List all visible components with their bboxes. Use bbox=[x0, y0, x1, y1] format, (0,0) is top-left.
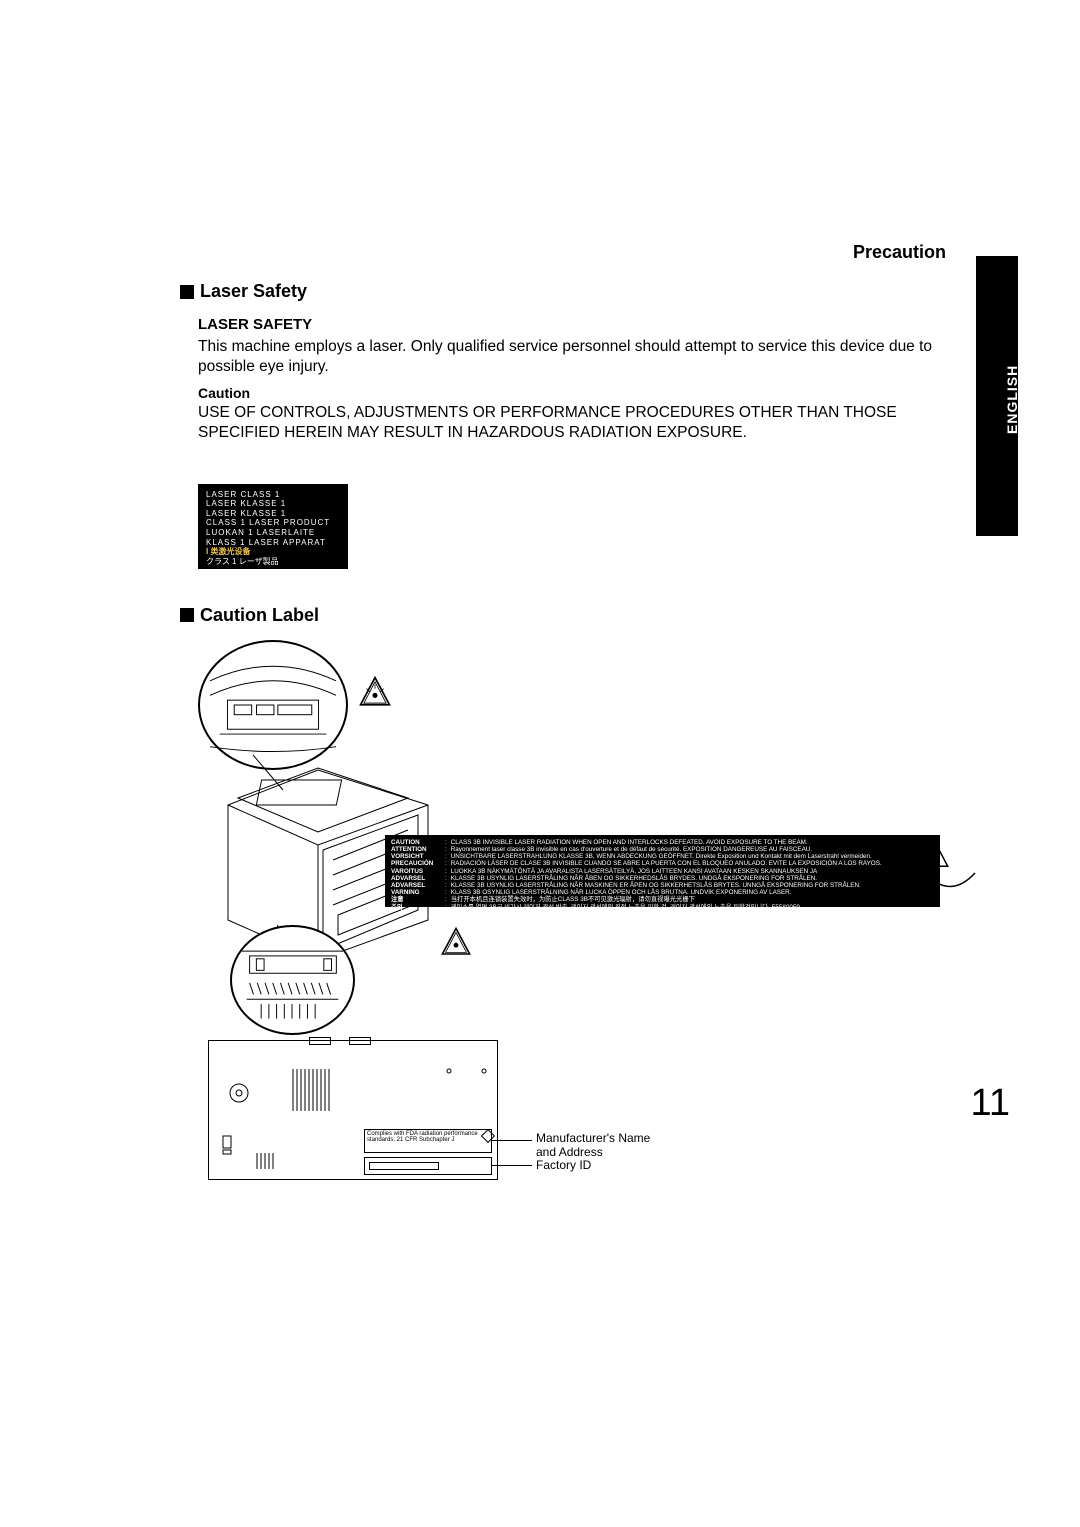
laser-safety-subheading: LASER SAFETY bbox=[198, 316, 950, 333]
laser-class-line-5: KLASS 1 LASER APPARAT bbox=[206, 538, 340, 548]
fda-compliance-label: Complies with FDA radiation performance … bbox=[364, 1129, 492, 1153]
strip-lang-1: ATTENTION bbox=[391, 846, 441, 853]
manufacturer-id-label bbox=[364, 1157, 492, 1175]
strip-text-1: Rayonnement laser classe 3B invisible en… bbox=[451, 846, 812, 853]
caution-label-heading: Caution Label bbox=[180, 605, 950, 626]
laser-class-line-1: LASER KLASSE 1 bbox=[206, 499, 340, 509]
annotation-factory-text: Factory ID bbox=[536, 1158, 591, 1172]
strip-lang-4: VAROITUS bbox=[391, 868, 441, 875]
laser-class-jp: クラス 1 レーザ製品 bbox=[206, 557, 340, 567]
laser-class-line-3: CLASS 1 LASER PRODUCT bbox=[206, 518, 340, 528]
annotation-mfg: Manufacturer's Nameand Address bbox=[536, 1131, 650, 1159]
caution-label-heading-text: Caution Label bbox=[200, 605, 319, 626]
warning-triangle-2-wrap bbox=[920, 840, 980, 895]
laser-class-cn: I 类激光设备 bbox=[206, 547, 340, 557]
strip-lang-5: ADVARSEL bbox=[391, 875, 441, 882]
caution-label-section: Caution Label bbox=[180, 605, 950, 1200]
laser-safety-heading: Laser Safety bbox=[180, 281, 950, 302]
strip-lang-9: 주의 bbox=[391, 904, 441, 911]
side-tab-label: ENGLISH bbox=[1004, 365, 1020, 434]
multilanguage-warning-strip: CAUTION:CLASS 3B INVISIBLE LASER RADIATI… bbox=[385, 835, 940, 907]
laser-safety-heading-text: Laser Safety bbox=[200, 281, 307, 302]
page-content: Precaution Laser Safety LASER SAFETY Thi… bbox=[180, 242, 950, 1200]
laser-class-label-box: LASER CLASS 1 LASER KLASSE 1 LASER KLASS… bbox=[198, 484, 348, 569]
warning-triangle-3 bbox=[440, 926, 480, 958]
strip-text-5: KLASSE 3B USYNLIG LASERSTRÅLING NÅR ÅBEN… bbox=[451, 875, 817, 882]
language-side-tab: ENGLISH bbox=[976, 256, 1018, 536]
laser-class-line-0: LASER CLASS 1 bbox=[206, 490, 340, 500]
laser-class-line-4: LUOKAN 1 LASERLAITE bbox=[206, 528, 340, 538]
page-header-title: Precaution bbox=[180, 242, 950, 263]
diagram-area: CAUTION:CLASS 3B INVISIBLE LASER RADIATI… bbox=[180, 640, 950, 1200]
strip-text-8: 当打开本机且连锁装置失效时，为防止CLASS 3B不可见激光辐射，请勿直视曝光光… bbox=[451, 896, 695, 903]
annotation-mfg-text: Manufacturer's Nameand Address bbox=[536, 1131, 650, 1159]
strip-text-4: LUOKKA 3B NÄKYMÄTÖNTÄ JA AVARALISTA LASE… bbox=[451, 868, 818, 875]
strip-lang-6: ADVARSEL bbox=[391, 882, 441, 889]
laser-safety-block: LASER SAFETY This machine employs a lase… bbox=[180, 316, 950, 444]
strip-text-3: RADIACIÓN LÁSER DE CLASE 3B INVISIBLE CU… bbox=[451, 860, 882, 867]
annotation-factory: Factory ID bbox=[536, 1158, 591, 1172]
strip-lang-8: 注意 bbox=[391, 896, 441, 903]
strip-text-0: CLASS 3B INVISIBLE LASER RADIATION WHEN … bbox=[451, 839, 808, 846]
caution-body: USE OF CONTROLS, ADJUSTMENTS OR PERFORMA… bbox=[198, 403, 950, 443]
strip-lang-3: PRECAUCIÓN bbox=[391, 860, 441, 867]
strip-lang-0: CAUTION bbox=[391, 839, 441, 846]
warning-triangle-1 bbox=[358, 675, 392, 709]
strip-text-9: 케이스를 열면 3B급 비가시 레이저 광선 방출. 레이저 광선에의 직접 노… bbox=[451, 904, 800, 911]
laser-safety-body: This machine employs a laser. Only quali… bbox=[198, 337, 950, 377]
printer-bottom-view: Complies with FDA radiation performance … bbox=[208, 1040, 498, 1180]
laser-class-line-2: LASER KLASSE 1 bbox=[206, 509, 340, 519]
detail-circle-bottom bbox=[230, 925, 355, 1035]
page-number: 11 bbox=[971, 1082, 1010, 1125]
caution-subheading: Caution bbox=[198, 385, 950, 401]
